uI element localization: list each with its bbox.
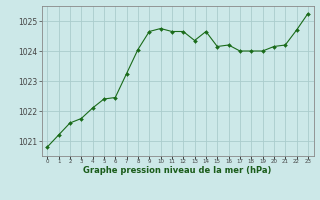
X-axis label: Graphe pression niveau de la mer (hPa): Graphe pression niveau de la mer (hPa) — [84, 166, 272, 175]
